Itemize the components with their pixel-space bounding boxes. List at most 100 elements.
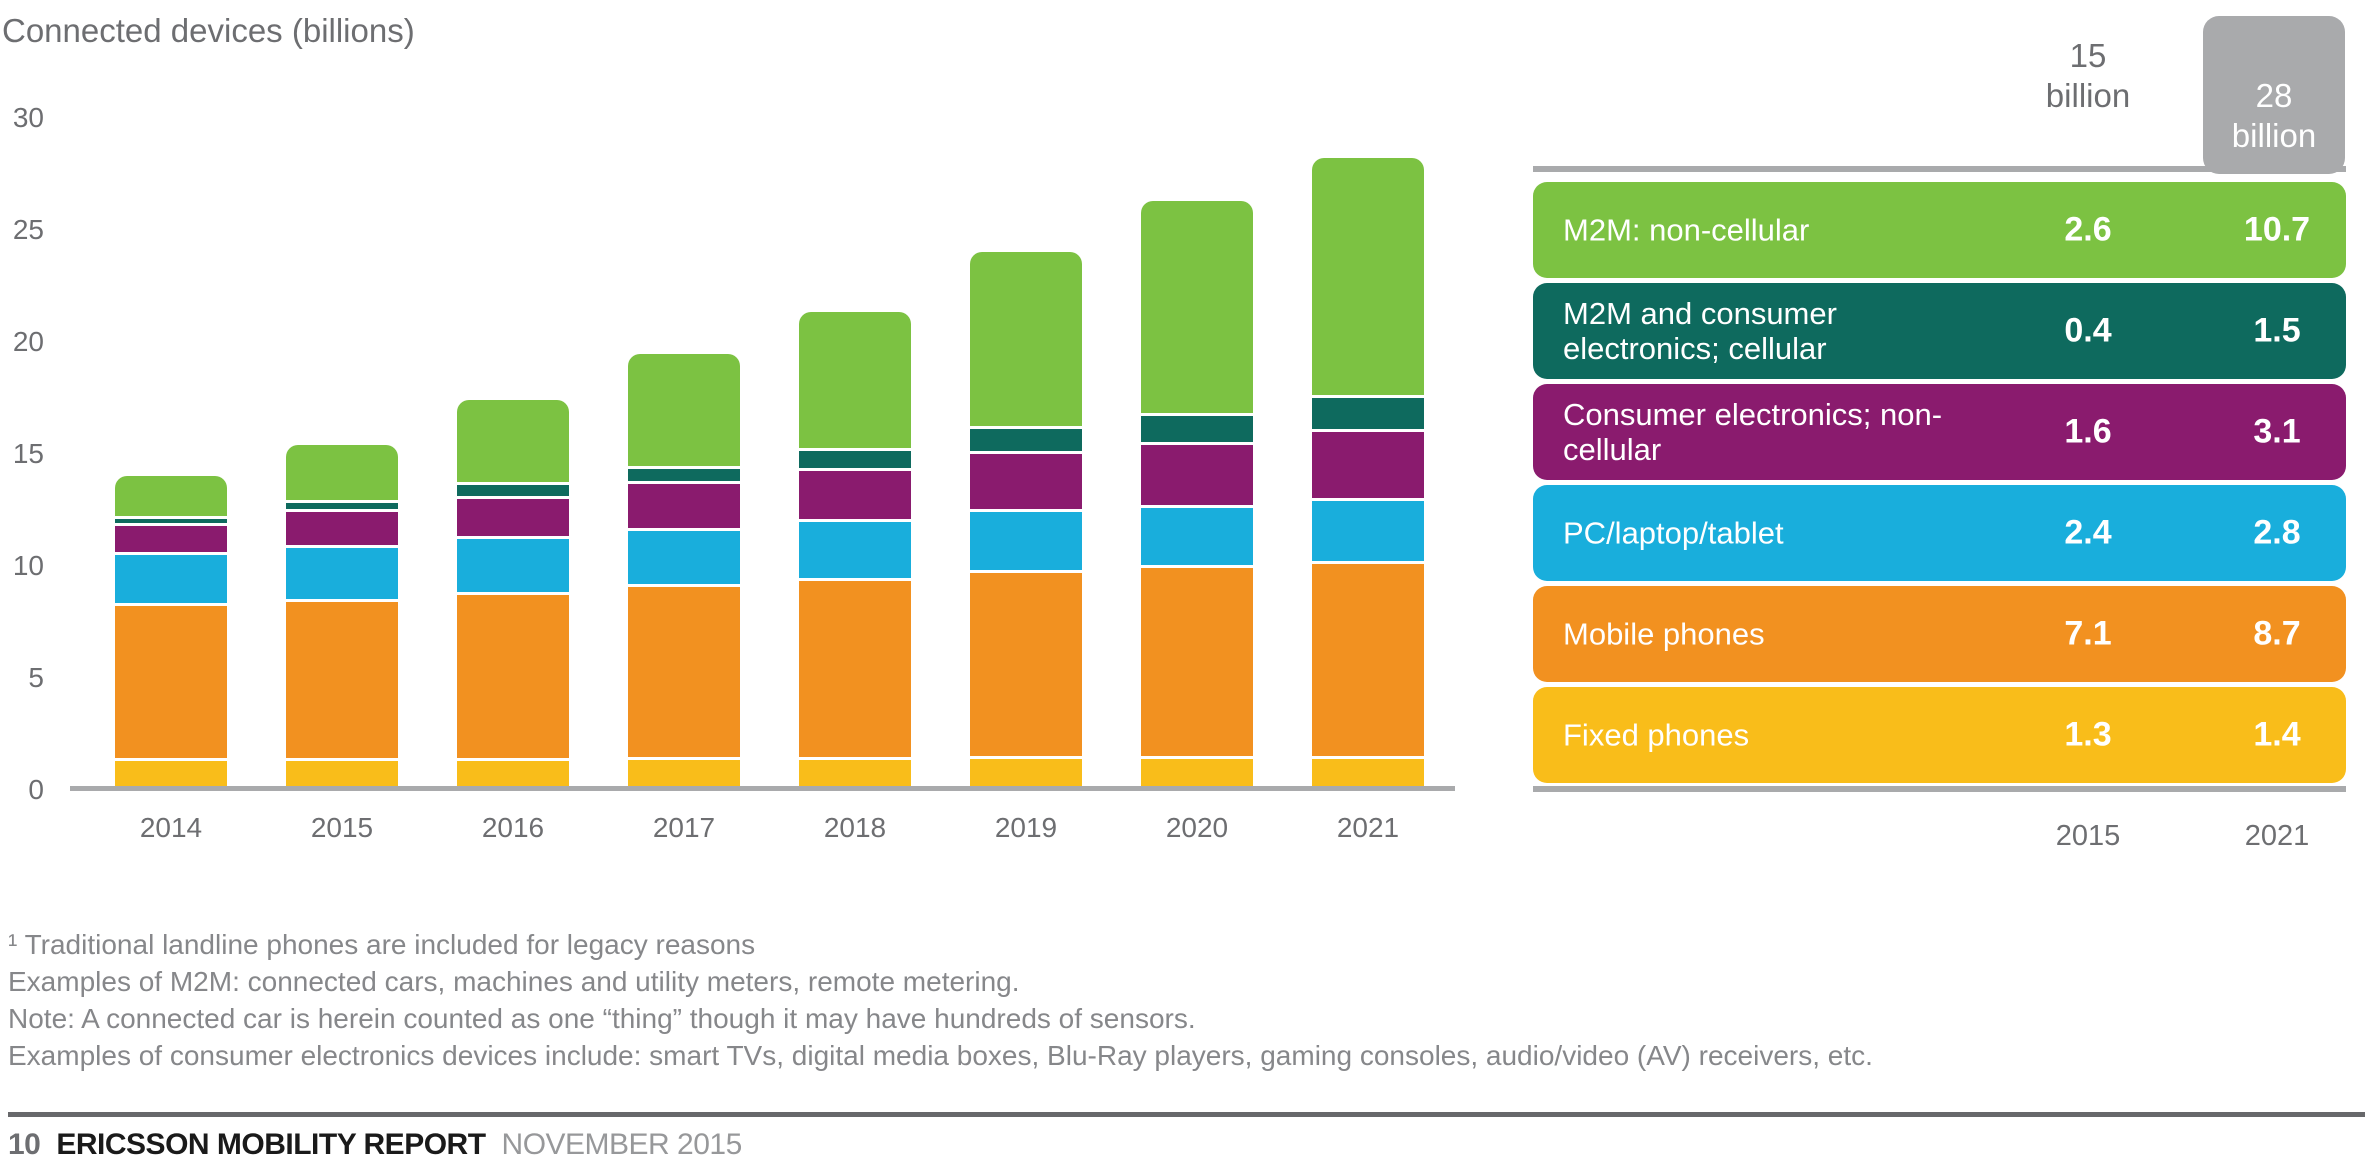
bar-segment — [970, 429, 1082, 455]
x-axis-labels: 2014 2015 2016 2017 2018 2019 2020 2021 — [115, 812, 1424, 844]
bar-segment — [1312, 398, 1424, 432]
bar-2014 — [115, 476, 227, 790]
y-tick-label: 0 — [28, 774, 44, 805]
legend-value-2021: 3.1 — [2253, 412, 2301, 451]
bar-2020 — [1141, 200, 1253, 790]
bar-segment — [1141, 758, 1253, 790]
bar-segment — [115, 525, 227, 555]
bar-segment — [286, 445, 398, 504]
legend-bottom-rule — [1533, 786, 2346, 792]
bar-segment — [286, 512, 398, 549]
footer: 10 ERICSSON MOBILITY REPORT NOVEMBER 201… — [8, 1128, 742, 1162]
x-tick-label: 2018 — [823, 812, 887, 843]
legend-row: PC/laptop/tablet 2.4 2.8 — [1533, 485, 2346, 581]
bar-2019 — [970, 252, 1082, 790]
legend-value-2021: 1.5 — [2253, 311, 2301, 350]
bar-segment — [457, 400, 569, 486]
x-tick-label: 2021 — [1336, 812, 1400, 843]
bar-segment — [1312, 158, 1424, 399]
legend-row: Fixed phones 1.3 1.4 — [1533, 687, 2346, 783]
bar-segment — [457, 539, 569, 596]
bar-segment — [1141, 200, 1253, 416]
bar-2016 — [457, 400, 569, 790]
legend-rows: M2M: non-cellular 2.6 10.7 M2M and consumer… — [1533, 182, 2346, 788]
legend-year-2021-label: 2021 — [2244, 820, 2310, 852]
legend-value-2021: 8.7 — [2253, 614, 2301, 653]
y-tick-label: 10 — [12, 550, 44, 581]
footnote-line: ¹ Traditional landline phones are includ… — [8, 929, 756, 960]
footnote-line: Examples of consumer electronics devices… — [8, 1040, 1873, 1071]
bar-segment — [799, 759, 911, 790]
y-tick-label: 30 — [12, 102, 44, 133]
bar-segment — [1141, 445, 1253, 508]
legend-top-rule — [1533, 166, 2346, 172]
legend-header-2015-value: 15 — [2069, 37, 2107, 74]
legend-row: M2M and consumer electronics; cellular 0.… — [1533, 283, 2346, 379]
bar-segment — [457, 485, 569, 499]
bar-segment — [799, 522, 911, 581]
bar-segment — [286, 503, 398, 513]
bar-segment — [286, 548, 398, 602]
legend-row-label: Mobile phones — [1563, 616, 1765, 652]
legend-row: Consumer electronics; non-cellular 1.6 3.1 — [1533, 384, 2346, 480]
x-tick-label: 2017 — [652, 812, 716, 843]
bar-segment — [115, 554, 227, 607]
report-date: NOVEMBER 2015 — [501, 1128, 743, 1161]
bar-segment — [628, 484, 740, 532]
bar-segment — [970, 512, 1082, 573]
bar-segment — [628, 354, 740, 469]
legend-value-2021: 10.7 — [2243, 210, 2311, 249]
bar-segment — [628, 759, 740, 790]
bar-segment — [799, 580, 911, 760]
x-tick-label: 2016 — [481, 812, 545, 843]
y-tick-label: 25 — [12, 214, 44, 245]
bar-segment — [799, 450, 911, 471]
bar-segment — [970, 572, 1082, 759]
legend-header-2015-total: 15 billion — [2008, 36, 2168, 116]
bar-2015 — [286, 445, 398, 790]
legend-value-2015: 7.1 — [2064, 614, 2112, 653]
y-tick-label: 15 — [12, 438, 44, 469]
legend-row-label: M2M and consumer electronics; cellular — [1563, 296, 1837, 366]
legend-value-2015: 0.4 — [2064, 311, 2112, 350]
bar-segment — [115, 519, 227, 526]
x-axis-line — [70, 786, 1455, 791]
bar-segment — [970, 758, 1082, 790]
y-tick-label: 5 — [28, 662, 44, 693]
legend-value-2021: 1.4 — [2253, 715, 2301, 754]
legend-header-2021-value: 28 — [2255, 77, 2293, 114]
legend-table: 15 billion 28 billion M2M: non-cellular 2… — [1533, 0, 2346, 880]
bar-2021 — [1312, 158, 1424, 790]
legend-header-2015-unit: billion — [2045, 77, 2131, 114]
legend-row: Mobile phones 7.1 8.7 — [1533, 586, 2346, 682]
bar-segment — [1141, 507, 1253, 569]
bar-segment — [115, 760, 227, 790]
bar-segment — [1312, 431, 1424, 502]
bar-segment — [628, 587, 740, 760]
bar-segment — [286, 760, 398, 790]
x-tick-label: 2014 — [139, 812, 203, 843]
legend-row-label: Fixed phones — [1563, 717, 1750, 753]
legend-row-label: PC/laptop/tablet — [1563, 515, 1784, 551]
x-tick-label: 2019 — [994, 812, 1058, 843]
bar-segment — [286, 601, 398, 761]
bar-segment — [457, 498, 569, 540]
legend-value-2021: 2.8 — [2253, 513, 2301, 552]
bar-segment — [1312, 501, 1424, 564]
legend-header-2021-total-highlight: 28 billion — [2203, 16, 2345, 174]
bar-segment — [1141, 415, 1253, 446]
x-tick-label: 2020 — [1165, 812, 1229, 843]
legend-row-label: M2M: non-cellular — [1563, 212, 1810, 248]
y-tick-label: 20 — [12, 326, 44, 357]
bar-segment — [628, 468, 740, 485]
bar-segment — [628, 531, 740, 588]
legend-value-2015: 2.6 — [2064, 210, 2112, 249]
bar-segment — [799, 470, 911, 523]
report-title: ERICSSON MOBILITY REPORT — [56, 1128, 486, 1161]
legend-value-2015: 1.3 — [2064, 715, 2112, 754]
footnotes: ¹ Traditional landline phones are includ… — [8, 926, 2208, 1074]
bar-segment — [1312, 563, 1424, 759]
legend-value-2015: 1.6 — [2064, 412, 2112, 451]
stacked-bars — [115, 118, 1424, 790]
legend-header-2021-unit: billion — [2231, 117, 2317, 154]
